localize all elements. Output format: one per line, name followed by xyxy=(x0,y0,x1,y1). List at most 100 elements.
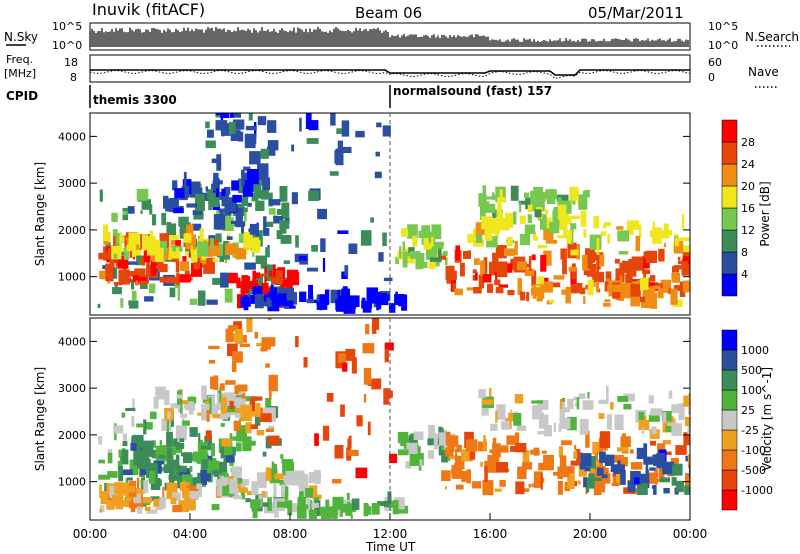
x-axis-label: Time UT xyxy=(365,540,416,554)
power-cell xyxy=(660,279,671,293)
power-cell xyxy=(132,249,142,256)
velocity-cell xyxy=(689,455,690,471)
velocity-cell xyxy=(273,483,277,500)
velocity-cell xyxy=(231,466,242,479)
power-cell xyxy=(668,287,671,295)
velocity-cell xyxy=(629,449,634,454)
velocity-cell xyxy=(350,514,353,519)
nsky-panel: N.Sky 10^5 10^0 10^5 10^0 N.Search xyxy=(4,20,799,52)
colorbar-swatch xyxy=(721,251,738,275)
velocity-cell xyxy=(617,460,621,471)
power-cell xyxy=(169,235,179,241)
power-cell xyxy=(570,223,577,230)
velocity-cell xyxy=(265,398,272,410)
velocity-cell xyxy=(363,503,369,517)
x-tick-label: 12:00 xyxy=(373,527,408,541)
power-cell xyxy=(537,244,548,249)
velocity-cell xyxy=(328,506,336,515)
velocity-cell xyxy=(657,443,666,454)
cpid-segment-1: themis 3300 xyxy=(93,93,177,107)
velocity-cell xyxy=(295,336,299,348)
velocity-cell xyxy=(140,480,144,487)
power-cell xyxy=(540,254,547,272)
power-cell xyxy=(213,214,226,230)
power-cell xyxy=(230,113,234,118)
velocity-cell xyxy=(161,418,172,431)
power-cell xyxy=(533,187,544,202)
power-cell xyxy=(567,230,572,241)
power-cell xyxy=(517,278,523,295)
velocity-cell xyxy=(617,396,629,402)
colorbar-tick-label: 24 xyxy=(741,158,755,171)
power-cell xyxy=(122,211,128,215)
velocity-cell xyxy=(560,440,572,446)
velocity-cell xyxy=(656,453,666,469)
velocity-cell xyxy=(192,477,197,492)
power-cell xyxy=(401,228,409,237)
freq-panel: Freq. [MHz] 18 8 60 0 Nave xyxy=(4,53,779,88)
power-cell xyxy=(154,247,164,262)
colorbar-tick-label: -500 xyxy=(741,464,766,477)
velocity-cell xyxy=(630,462,643,470)
power-cell xyxy=(144,296,154,302)
power-cell xyxy=(402,241,405,258)
velocity-cell xyxy=(137,506,143,514)
velocity-cell xyxy=(206,410,210,422)
velocity-cell xyxy=(144,506,151,511)
velocity-cell xyxy=(377,501,385,506)
velocity-cell xyxy=(173,438,178,447)
velocity-cell xyxy=(685,455,688,462)
power-cell xyxy=(212,277,223,285)
colorbar-tick-label: -25 xyxy=(741,424,759,437)
power-cell xyxy=(495,220,499,237)
velocity-cell xyxy=(573,396,578,401)
velocity-cell xyxy=(563,466,575,474)
power-cell xyxy=(193,258,201,270)
power-cell xyxy=(404,254,415,264)
power-cell xyxy=(382,232,387,247)
power-cell xyxy=(582,190,587,203)
power-cell xyxy=(474,271,478,281)
velocity-cell xyxy=(267,497,272,511)
power-cell xyxy=(243,207,248,212)
power-cell xyxy=(580,287,586,295)
power-cell xyxy=(528,256,532,271)
velocity-cell xyxy=(120,457,123,462)
colorbar-tick-label: 20 xyxy=(741,180,755,193)
power-cell xyxy=(499,217,510,231)
velocity-ytick-label: 3000 xyxy=(58,382,86,395)
velocity-cell xyxy=(688,400,690,415)
velocity-cell xyxy=(234,385,240,394)
velocity-cell xyxy=(351,357,357,374)
power-cell xyxy=(179,228,182,235)
velocity-cell xyxy=(122,441,128,447)
power-cell xyxy=(189,298,198,305)
velocity-ytick-label: 1000 xyxy=(58,476,86,489)
velocity-cell xyxy=(290,503,298,512)
velocity-cell xyxy=(250,424,258,430)
cpid-panel: CPID themis 3300 normalsound (fast) 157 xyxy=(6,84,552,108)
velocity-cell xyxy=(311,502,319,508)
velocity-cell xyxy=(510,445,518,452)
velocity-cell xyxy=(250,499,261,509)
power-cell xyxy=(241,169,245,186)
velocity-cell xyxy=(483,435,486,451)
power-cell xyxy=(553,275,565,280)
velocity-cell xyxy=(347,501,350,508)
velocity-cell xyxy=(243,479,247,487)
power-cell xyxy=(395,256,399,265)
velocity-cell xyxy=(319,506,330,516)
power-cell xyxy=(267,120,277,133)
power-cell xyxy=(562,259,567,275)
velocity-cell xyxy=(251,481,259,496)
velocity-cell xyxy=(245,422,252,434)
power-cell xyxy=(126,244,138,252)
power-cell xyxy=(467,250,471,259)
velocity-cell xyxy=(184,497,196,511)
power-cell xyxy=(254,293,264,309)
velocity-cell xyxy=(649,467,656,471)
velocity-cell xyxy=(517,466,527,480)
power-cell xyxy=(568,215,581,219)
power-cell xyxy=(599,254,605,267)
power-cell xyxy=(444,257,448,265)
